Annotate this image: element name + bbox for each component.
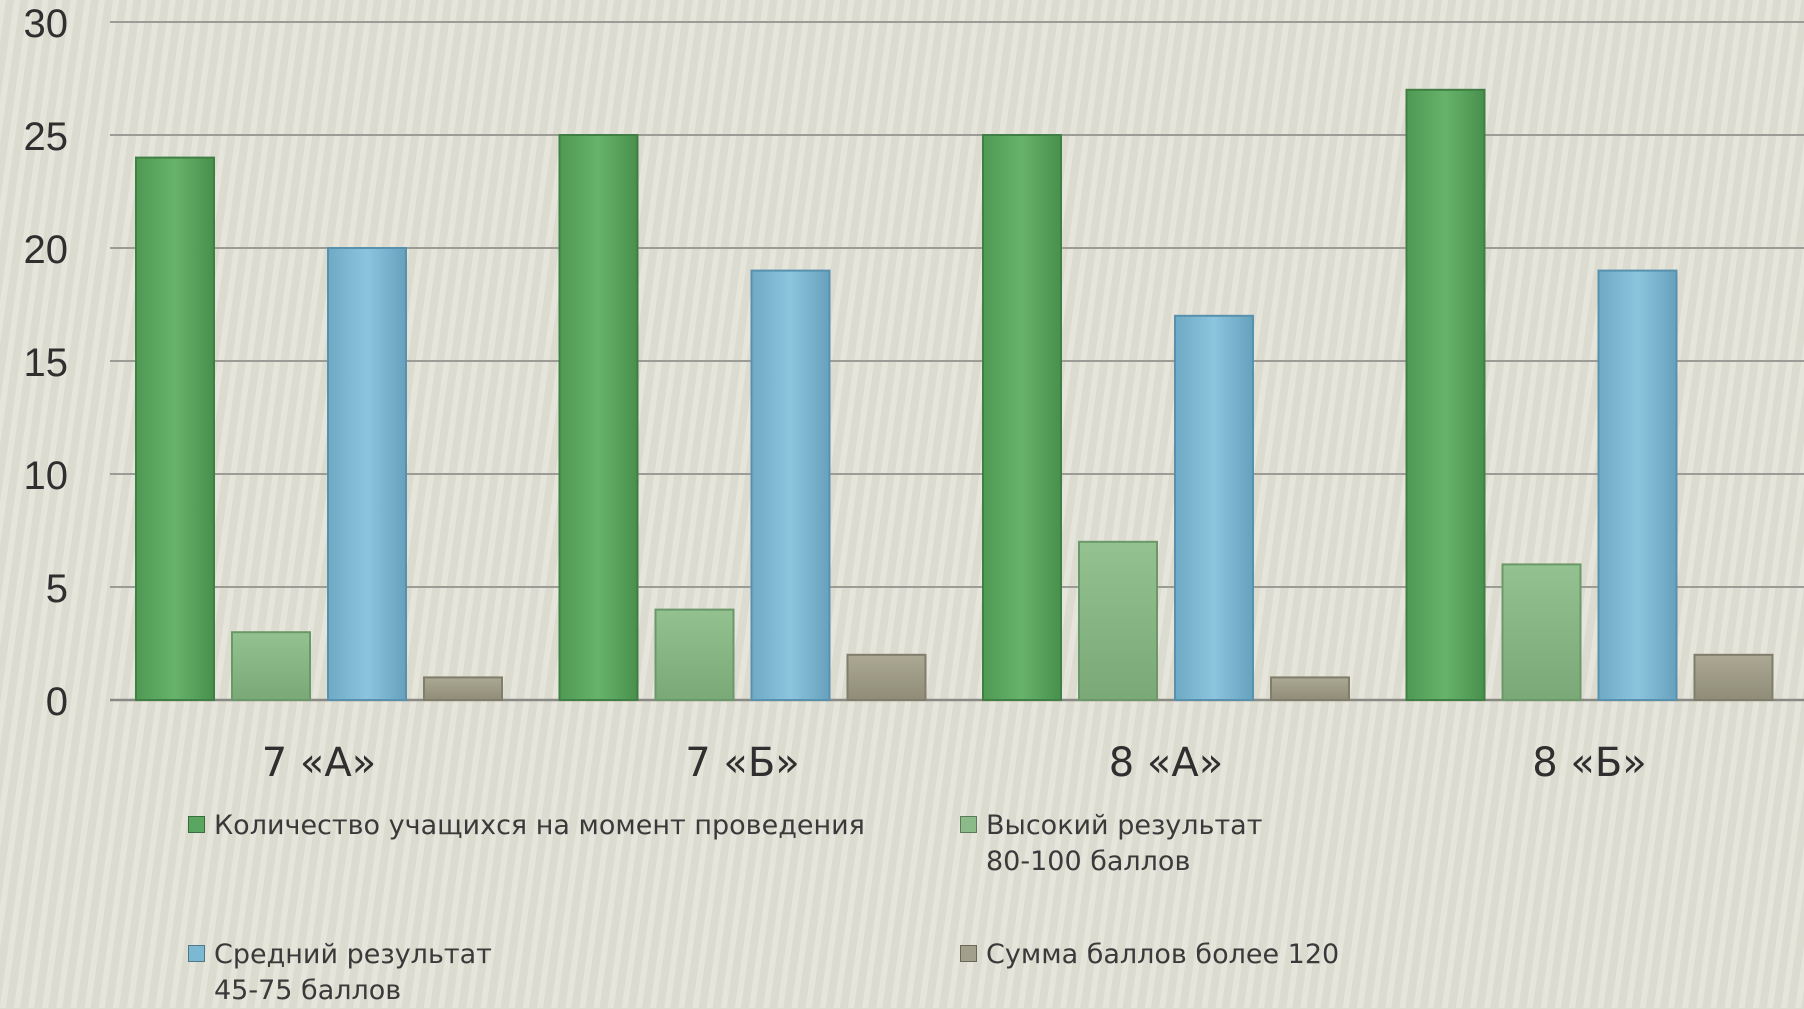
y-tick-label: 10 (24, 454, 69, 498)
y-tick-label: 15 (24, 341, 69, 385)
bar-2-series-2 (654, 608, 735, 701)
bar-3-series-3 (1174, 314, 1254, 701)
x-tick-label: 7 «Б» (685, 740, 800, 786)
bar-1-series-1 (135, 156, 215, 702)
bar-3-series-2 (1078, 540, 1158, 701)
bar-4-series-4 (1693, 653, 1774, 701)
bar-2-series-1 (558, 134, 639, 701)
x-tick-label: 7 «А» (262, 740, 376, 786)
x-axis-ticks: 7 «А» 7 «Б» 8 «А» 8 «Б» (262, 740, 1647, 786)
bar-1-series-4 (423, 676, 503, 702)
y-tick-label: 0 (46, 680, 68, 724)
bar-1-series-3 (327, 247, 407, 701)
bar-4-series-1 (1405, 88, 1486, 702)
y-tick-label: 20 (24, 228, 69, 272)
y-axis-ticks: 0 5 10 15 20 25 30 (24, 2, 69, 724)
bar-2-series-4 (846, 653, 927, 701)
x-tick-label: 8 «Б» (1532, 740, 1647, 786)
bars (135, 88, 1774, 702)
y-tick-label: 30 (24, 2, 69, 46)
bar-4-series-3 (1597, 269, 1678, 701)
bar-3-series-1 (982, 134, 1062, 701)
bar-1-series-2 (231, 631, 311, 702)
bar-4-series-2 (1501, 563, 1582, 702)
y-tick-label: 5 (46, 567, 68, 611)
y-tick-label: 25 (24, 115, 69, 159)
bar-2-series-3 (750, 269, 831, 701)
bar-3-series-4 (1270, 676, 1350, 702)
x-tick-label: 8 «А» (1109, 740, 1223, 786)
